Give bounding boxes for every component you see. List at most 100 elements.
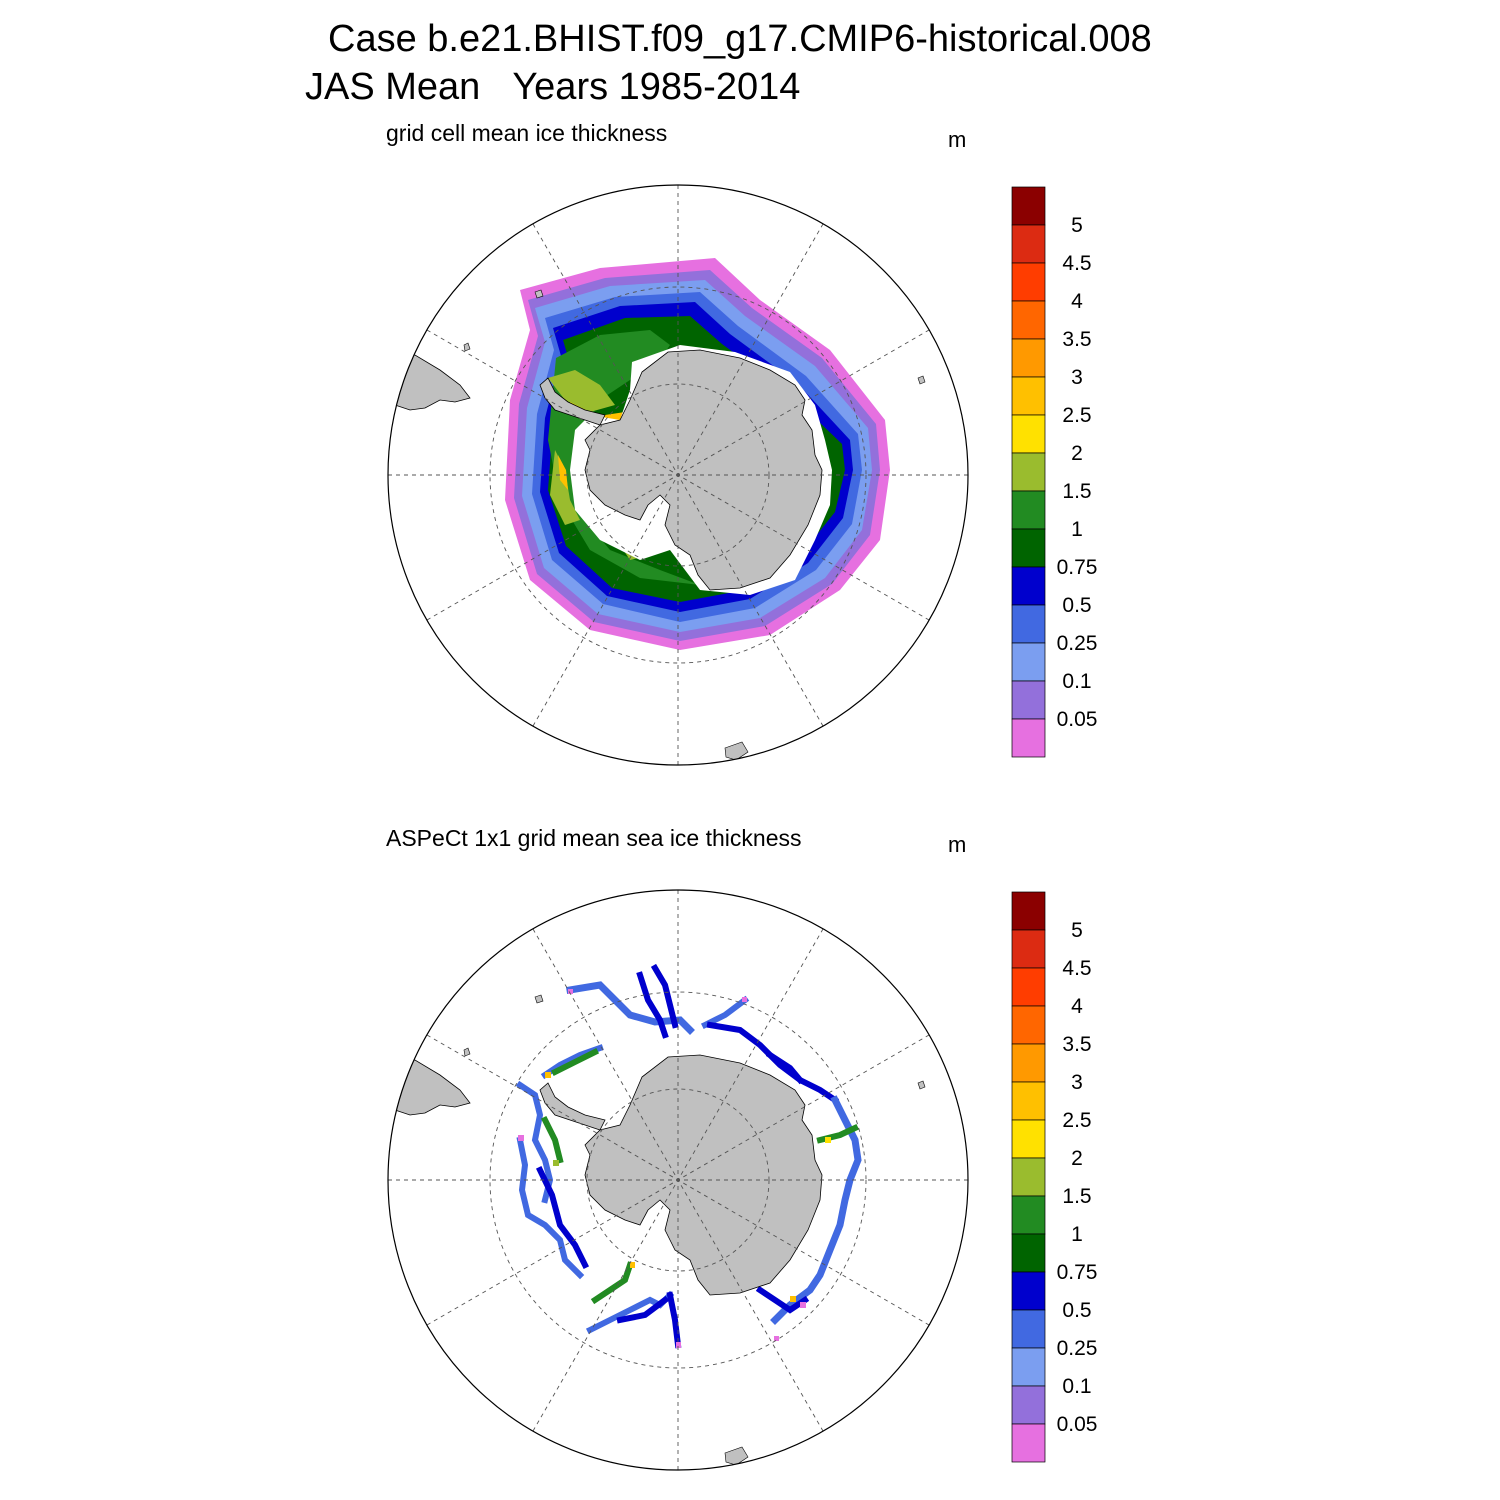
aspect-track: [535, 1165, 590, 1270]
colorbar-box: [1011, 1195, 1046, 1235]
panel1-unit: m: [948, 127, 967, 152]
colorbar-box: [1011, 967, 1046, 1007]
colorbar-label: 2.5: [1062, 404, 1091, 427]
aspect-cells: [518, 989, 831, 1348]
colorbar-label: 0.5: [1062, 1299, 1091, 1322]
panel1-map: [387, 184, 969, 766]
aspect-cell: [568, 989, 573, 994]
colorbar-box: [1011, 1005, 1046, 1045]
figure-season-title: JAS Mean Years 1985-2014: [305, 66, 800, 109]
colorbar-box: [1011, 186, 1046, 226]
panel2-island: [724, 1446, 749, 1466]
season-label: JAS Mean: [305, 66, 481, 108]
colorbar-box: [1011, 224, 1046, 264]
colorbar-box: [1011, 1157, 1046, 1197]
colorbar-box: [1011, 1423, 1046, 1463]
panel2-unit: m: [948, 832, 967, 857]
panel2-map: [387, 889, 969, 1471]
aspect-track: [700, 995, 750, 1030]
colorbar-box: [1011, 1271, 1046, 1311]
colorbar-label: 4: [1071, 995, 1083, 1018]
colorbar-label: 1.5: [1062, 1185, 1091, 1208]
panel1-colorbar: 5 4.5 4 3.5 3 2.5 2 1.5 1 0.75 0.5 0.25 0.1 0.05: [1011, 186, 1098, 758]
aspect-cell: [630, 1262, 635, 1268]
colorbar-label: 1: [1071, 1223, 1083, 1246]
colorbar-box: [1011, 680, 1046, 720]
colorbar-box: [1011, 642, 1046, 682]
aspect-cell: [825, 1137, 831, 1143]
aspect-cell: [774, 1336, 779, 1341]
colorbar-label: 0.75: [1057, 556, 1098, 579]
colorbar-label: 5: [1071, 214, 1083, 237]
colorbar-box: [1011, 452, 1046, 492]
panel1-title: grid cell mean ice thickness: [386, 120, 668, 146]
colorbar-box: [1011, 566, 1046, 606]
panel2-island: [917, 1080, 926, 1090]
colorbar-box: [1011, 1347, 1046, 1387]
colorbar-box: [1011, 1309, 1046, 1349]
colorbar-box: [1011, 414, 1046, 454]
colorbar-label: 0.5: [1062, 594, 1091, 617]
colorbar-label: 0.25: [1057, 1337, 1098, 1360]
colorbar-box: [1011, 1119, 1046, 1159]
colorbar-box: [1011, 891, 1046, 931]
colorbar-label: 0.1: [1062, 670, 1091, 693]
panel1-graticule: [388, 185, 968, 765]
panel1-island: [534, 289, 544, 299]
colorbar-label: 3: [1071, 1071, 1083, 1094]
panel1-island: [724, 741, 749, 761]
panel1-island: [917, 375, 926, 385]
colorbar-label: 3.5: [1062, 1033, 1091, 1056]
panel2-graticule: [388, 890, 968, 1470]
aspect-track: [550, 1047, 600, 1077]
aspect-track: [770, 1095, 862, 1325]
panel1-antarctica: [584, 349, 823, 591]
colorbar-label: 1.5: [1062, 480, 1091, 503]
panel2-boundary: [387, 889, 969, 1471]
aspect-cell: [518, 1135, 524, 1141]
panel2-island: [534, 994, 544, 1004]
aspect-cell: [676, 1342, 681, 1348]
colorbar-label: 3.5: [1062, 328, 1091, 351]
aspect-cell: [545, 1072, 551, 1078]
colorbar-label: 0.1: [1062, 1375, 1091, 1398]
aspect-cell: [742, 997, 747, 1002]
aspect-track: [650, 963, 679, 1029]
panel1-boundary: [387, 184, 969, 766]
figure-case-title: Case b.e21.BHIST.f09_g17.CMIP6-historica…: [328, 18, 1152, 60]
aspect-track: [755, 1285, 810, 1314]
colorbar-box: [1011, 1233, 1046, 1273]
colorbar-box: [1011, 1385, 1046, 1425]
aspect-track: [565, 981, 695, 1035]
colorbar-box: [1011, 490, 1046, 530]
panel1-antarctic-peninsula: [539, 377, 606, 426]
panel2-antarctic-peninsula: [539, 1082, 606, 1131]
years-label: Years 1985-2014: [512, 66, 801, 108]
colorbar-box: [1011, 604, 1046, 644]
ice-band-2: [548, 370, 650, 560]
colorbar-label: 0.75: [1057, 1261, 1098, 1284]
colorbar-box: [1011, 338, 1046, 378]
aspect-track: [765, 1050, 805, 1085]
colorbar-label: 0.25: [1057, 632, 1098, 655]
panel2-title: ASPeCt 1x1 grid mean sea ice thickness: [386, 825, 802, 851]
colorbar-label: 0.05: [1057, 708, 1098, 731]
colorbar-box: [1011, 528, 1046, 568]
colorbar-box: [1011, 929, 1046, 969]
colorbar-label: 4.5: [1062, 957, 1091, 980]
aspect-track: [666, 1291, 682, 1349]
colorbar-label: 2: [1071, 442, 1083, 465]
aspect-track: [636, 971, 669, 1039]
colorbar-box: [1011, 1043, 1046, 1083]
panel1-island: [463, 342, 471, 352]
colorbar-box: [1011, 300, 1046, 340]
colorbar-box: [1011, 262, 1046, 302]
colorbar-label: 2.5: [1062, 1109, 1091, 1132]
aspect-track: [516, 1136, 585, 1280]
aspect-track: [616, 1295, 670, 1324]
colorbar-label: 4.5: [1062, 252, 1091, 275]
aspect-cell: [800, 1302, 806, 1308]
panel2-colorbar: 5 4.5 4 3.5 3 2.5 2 1.5 1 0.75 0.5 0.25 0.1 0.05: [1011, 891, 1098, 1463]
colorbar-box: [1011, 718, 1046, 758]
